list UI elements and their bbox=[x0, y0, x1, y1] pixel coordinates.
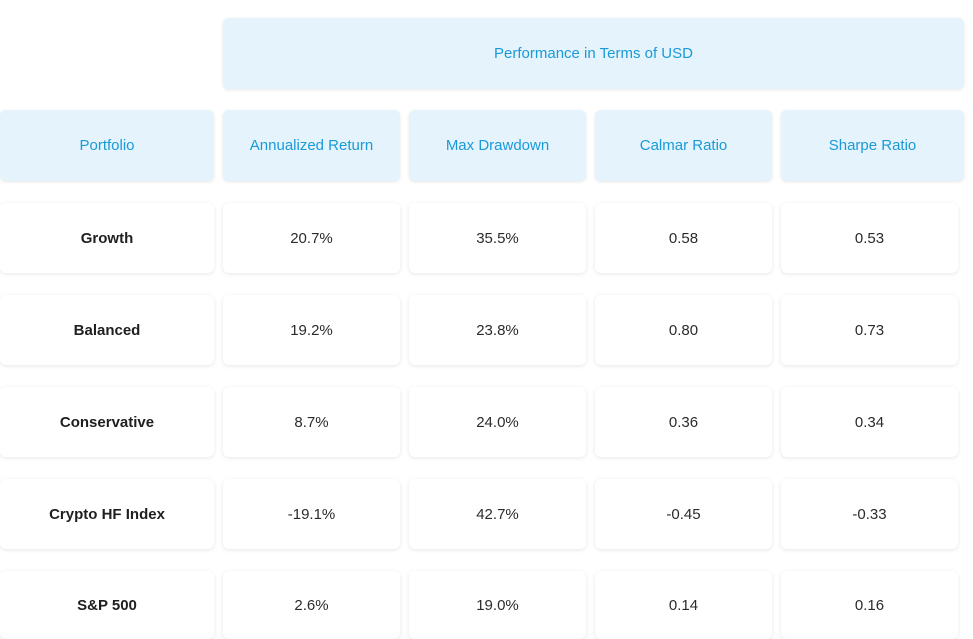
cell-annualized-return: 19.2% bbox=[223, 295, 400, 365]
cell-portfolio: Balanced bbox=[0, 295, 214, 365]
cell-calmar-ratio: -0.45 bbox=[595, 479, 772, 549]
cell-sharpe-ratio: 0.73 bbox=[781, 295, 958, 365]
cell-sharpe-ratio: -0.33 bbox=[781, 479, 958, 549]
cell-sharpe-ratio: 0.16 bbox=[781, 571, 958, 639]
cell-annualized-return: 8.7% bbox=[223, 387, 400, 457]
cell-portfolio: S&P 500 bbox=[0, 571, 214, 639]
cell-annualized-return: 20.7% bbox=[223, 203, 400, 273]
column-header-annualized-return: Annualized Return bbox=[223, 110, 400, 181]
column-header-portfolio: Portfolio bbox=[0, 110, 214, 181]
cell-calmar-ratio: 0.14 bbox=[595, 571, 772, 639]
cell-portfolio: Conservative bbox=[0, 387, 214, 457]
column-header-max-drawdown: Max Drawdown bbox=[409, 110, 586, 181]
cell-max-drawdown: 42.7% bbox=[409, 479, 586, 549]
column-header-calmar-ratio: Calmar Ratio bbox=[595, 110, 772, 181]
column-header-sharpe-ratio: Sharpe Ratio bbox=[781, 110, 964, 181]
cell-annualized-return: 2.6% bbox=[223, 571, 400, 639]
cell-annualized-return: -19.1% bbox=[223, 479, 400, 549]
cell-calmar-ratio: 0.58 bbox=[595, 203, 772, 273]
cell-calmar-ratio: 0.80 bbox=[595, 295, 772, 365]
cell-max-drawdown: 35.5% bbox=[409, 203, 586, 273]
cell-portfolio: Growth bbox=[0, 203, 214, 273]
cell-max-drawdown: 24.0% bbox=[409, 387, 586, 457]
cell-max-drawdown: 23.8% bbox=[409, 295, 586, 365]
cell-calmar-ratio: 0.36 bbox=[595, 387, 772, 457]
cell-portfolio: Crypto HF Index bbox=[0, 479, 214, 549]
group-header: Performance in Terms of USD bbox=[223, 18, 964, 89]
cell-max-drawdown: 19.0% bbox=[409, 571, 586, 639]
cell-sharpe-ratio: 0.53 bbox=[781, 203, 958, 273]
cell-sharpe-ratio: 0.34 bbox=[781, 387, 958, 457]
